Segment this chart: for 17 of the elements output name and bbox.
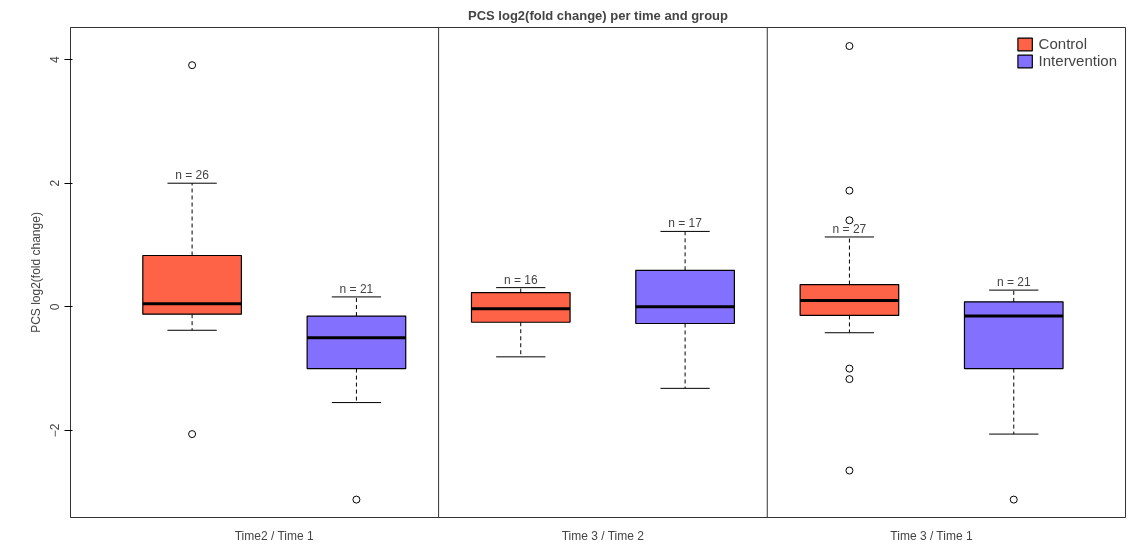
y-tick-label: −2: [48, 423, 63, 438]
y-tick-label: 4: [48, 55, 63, 63]
text: n = 26: [175, 168, 209, 183]
legend-label: Intervention: [1038, 52, 1117, 69]
text: n = 27: [832, 221, 867, 236]
text: n = 21: [996, 275, 1031, 290]
text: n = 21: [339, 281, 374, 296]
y-tick-label: 0: [48, 303, 63, 311]
y-axis-title: PCS log2(fold change): [28, 212, 43, 333]
legend-label: Control: [1038, 35, 1087, 52]
x-tick-label: Time2 / Time 1: [234, 528, 314, 543]
text: n = 17: [668, 216, 702, 231]
chart-title: PCS log2(fold change) per time and group: [467, 7, 729, 23]
x-tick-label: Time 3 / Time 1: [890, 528, 973, 543]
text: n = 16: [503, 272, 538, 287]
y-tick-label: 2: [48, 179, 63, 187]
x-tick-label: Time 3 / Time 2: [561, 528, 645, 543]
